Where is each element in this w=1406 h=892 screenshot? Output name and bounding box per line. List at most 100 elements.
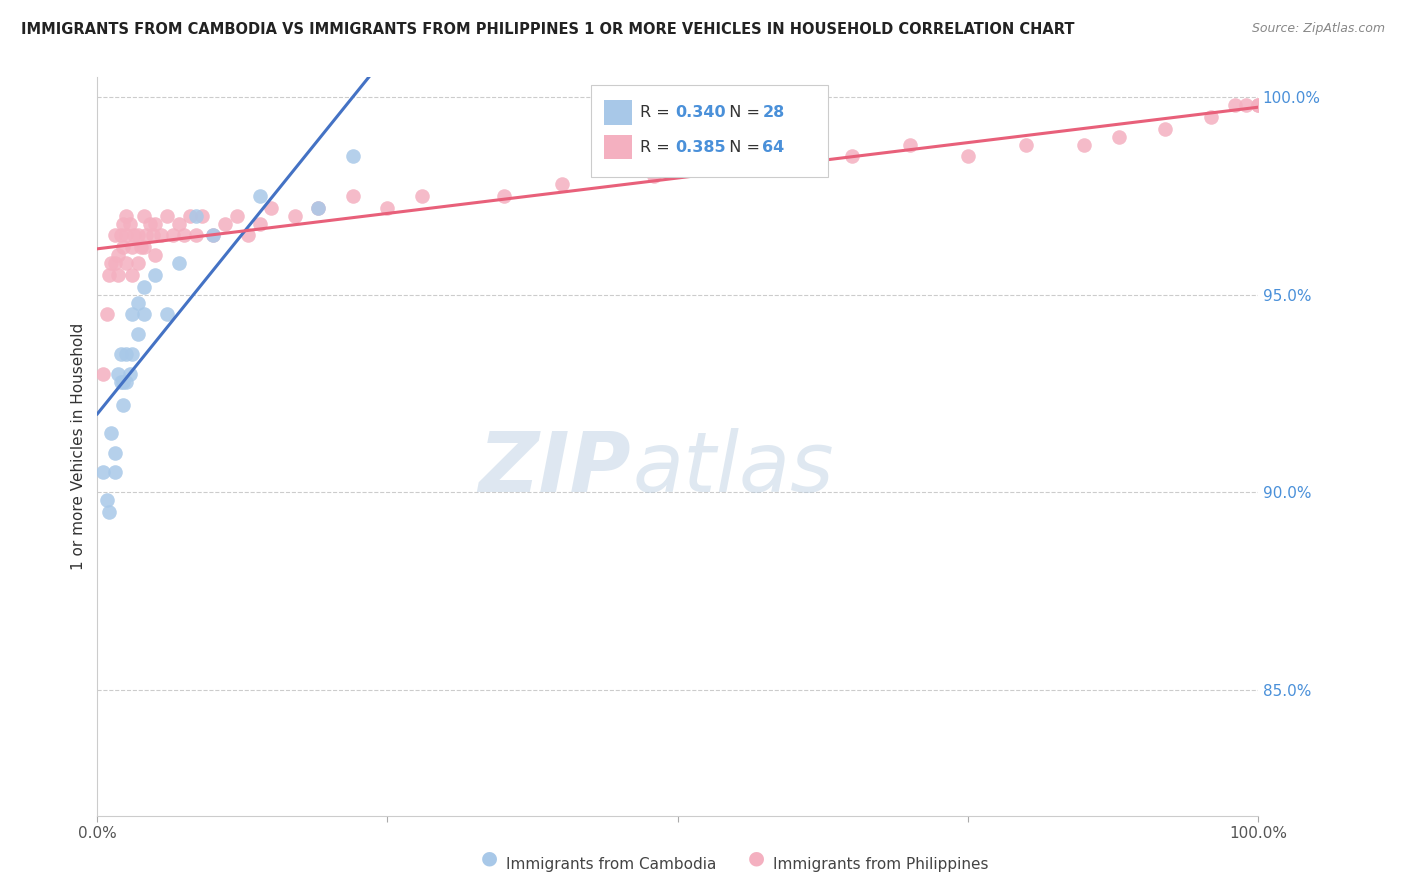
Point (184, 228, 207, 243)
Text: R =: R = (641, 140, 675, 155)
Point (115, 228, 138, 243)
Point (104, 256, 127, 270)
Point (127, 295, 149, 310)
Text: ●: ● (748, 848, 765, 867)
Point (1223, 98, 1246, 112)
Point (121, 347, 143, 361)
Point (184, 209, 207, 223)
Point (100, 256, 122, 270)
Point (91, 367, 114, 381)
Point (284, 209, 307, 223)
Point (841, 149, 863, 163)
Point (97, 268, 120, 282)
Point (132, 240, 155, 254)
Text: 0.340: 0.340 (675, 105, 725, 120)
Point (110, 375, 132, 389)
FancyBboxPatch shape (591, 85, 828, 178)
Point (111, 375, 134, 389)
Point (167, 256, 190, 270)
Point (100, 425, 122, 440)
Point (260, 201, 283, 215)
FancyBboxPatch shape (605, 136, 633, 160)
Y-axis label: 1 or more Vehicles in Household: 1 or more Vehicles in Household (72, 323, 86, 570)
Point (111, 240, 134, 254)
Point (214, 217, 236, 231)
Point (110, 347, 132, 361)
Point (1108, 129, 1130, 144)
Text: 28: 28 (762, 105, 785, 120)
Point (225, 209, 247, 223)
Point (643, 169, 665, 183)
Point (118, 217, 141, 231)
Point (156, 307, 179, 321)
Point (492, 189, 515, 203)
Point (115, 256, 138, 270)
Point (724, 161, 747, 176)
Point (110, 228, 132, 243)
Point (249, 189, 271, 203)
Point (97, 505, 120, 519)
Point (550, 177, 572, 191)
Text: ●: ● (481, 848, 498, 867)
Point (132, 209, 155, 223)
Text: 64: 64 (762, 140, 785, 155)
Point (115, 375, 138, 389)
Text: Immigrants from Philippines: Immigrants from Philippines (773, 857, 988, 872)
Point (91, 466, 114, 480)
FancyBboxPatch shape (605, 101, 633, 125)
Text: ZIP: ZIP (478, 428, 631, 509)
Point (96, 493, 118, 508)
Point (806, 149, 828, 163)
Point (1201, 110, 1223, 124)
Point (150, 228, 173, 243)
Point (96, 307, 118, 321)
Point (1247, 98, 1270, 112)
Point (121, 240, 143, 254)
Point (202, 228, 225, 243)
Point (107, 367, 129, 381)
Point (1154, 121, 1177, 136)
Point (238, 228, 260, 243)
Point (179, 209, 201, 223)
Point (121, 268, 143, 282)
Point (173, 228, 195, 243)
Point (145, 217, 167, 231)
Point (131, 240, 153, 254)
Point (127, 228, 149, 243)
Point (1234, 98, 1257, 112)
Point (307, 201, 329, 215)
Text: Source: ZipAtlas.com: Source: ZipAtlas.com (1251, 22, 1385, 36)
Point (411, 189, 433, 203)
Point (104, 445, 127, 459)
Point (127, 256, 149, 270)
Point (162, 228, 184, 243)
Text: R =: R = (641, 105, 675, 120)
Point (115, 209, 138, 223)
Point (342, 149, 364, 163)
Point (124, 228, 146, 243)
Point (202, 228, 225, 243)
Point (135, 228, 157, 243)
Point (142, 228, 165, 243)
Point (132, 279, 155, 293)
Point (191, 209, 214, 223)
Point (104, 228, 127, 243)
Text: N =: N = (720, 105, 765, 120)
Point (377, 201, 399, 215)
Point (156, 209, 179, 223)
Text: N =: N = (720, 140, 765, 155)
Point (307, 201, 329, 215)
Point (127, 327, 149, 342)
Point (104, 466, 127, 480)
Point (898, 137, 921, 152)
Point (132, 307, 155, 321)
Point (145, 248, 167, 262)
Point (249, 217, 271, 231)
Point (956, 149, 979, 163)
Point (118, 367, 141, 381)
Point (107, 268, 129, 282)
Point (138, 217, 160, 231)
Point (145, 268, 167, 282)
Point (1247, 98, 1270, 112)
Point (121, 307, 143, 321)
